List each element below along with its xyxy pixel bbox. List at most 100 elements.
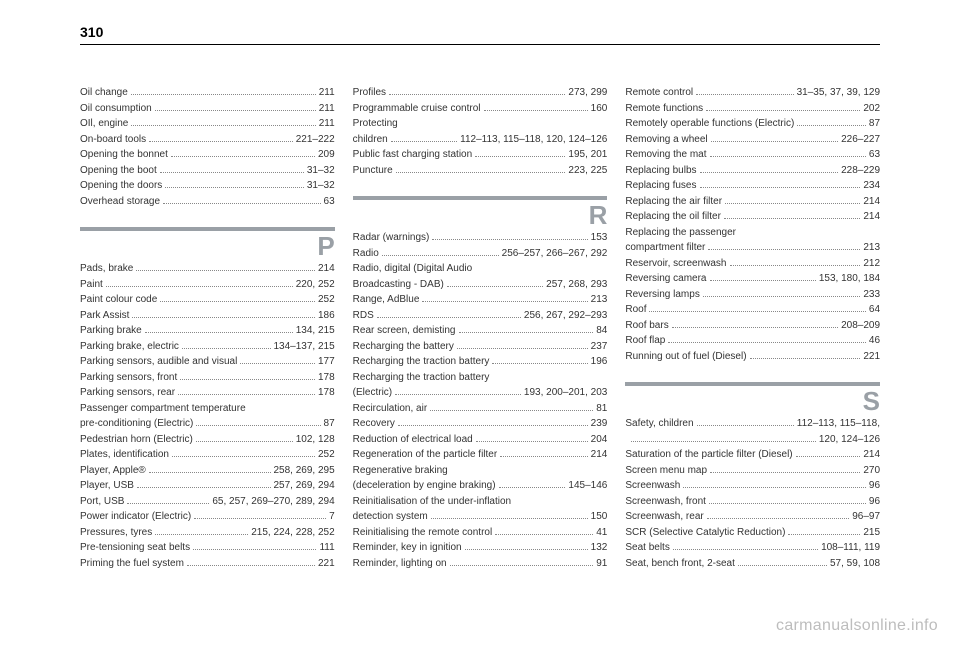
index-entry: Recovery239 [353,416,608,432]
index-entry: Running out of fuel (Diesel)221 [625,349,880,365]
index-entry: Park Assist 186 [80,308,335,324]
index-entry-pages: 81 [596,401,607,417]
index-entry-pages: 196 [591,354,608,370]
index-entry: Rear screen, demisting84 [353,323,608,339]
leader-dots [145,332,293,333]
index-entry: Pressures, tyres215, 224, 228, 252 [80,525,335,541]
index-column: Remote control31–35, 37, 39, 129Remote f… [625,85,880,571]
leader-dots [136,270,315,271]
index-entry-pages: 214 [318,261,335,277]
index-entry: Recharging the traction battery [353,370,608,386]
index-entry: Player, Apple®258, 269, 295 [80,463,335,479]
index-entry-label: Regeneration of the particle filter [353,447,498,463]
index-entry-pages: 193, 200–201, 203 [524,385,607,401]
index-entry-label: Programmable cruise control [353,101,481,117]
index-entry-pages: 84 [596,323,607,339]
leader-dots [196,441,293,442]
leader-dots [194,518,326,519]
index-entry: Passenger compartment temperature [80,401,335,417]
section-letter-glyph: P [317,233,334,259]
index-columns: Oil change211Oil consumption211OIl, engi… [80,85,880,571]
index-entry-pages: 177 [318,354,335,370]
index-entry-pages: 213 [863,240,880,256]
index-entry-pages: 214 [863,209,880,225]
index-entry: compartment filter213 [625,240,880,256]
index-entry-label: (deceleration by engine braking) [353,478,496,494]
index-entry-pages: 153, 180, 184 [819,271,880,287]
index-entry-pages: 204 [591,432,608,448]
index-entry: Roof flap46 [625,333,880,349]
index-entry: Puncture223, 225 [353,163,608,179]
index-entry-pages: 63 [869,147,880,163]
index-entry: Regenerative braking [353,463,608,479]
leader-dots [432,239,587,240]
leader-dots [457,348,588,349]
leader-dots [459,332,594,333]
index-entry-pages: 108–111, 119 [821,540,880,556]
leader-dots [730,265,861,266]
index-entry: Recharging the traction battery 196 [353,354,608,370]
index-entry: Opening the doors31–32 [80,178,335,194]
index-entry-pages: 223, 225 [568,163,607,179]
index-entry-label: children [353,132,388,148]
leader-dots [631,441,816,442]
leader-dots [711,141,838,142]
leader-dots [165,187,304,188]
leader-dots [500,456,587,457]
index-entry: detection system150 [353,509,608,525]
leader-dots [131,125,315,126]
index-entry-pages: 112–113, 115–118, 120, 124–126 [460,132,607,148]
index-entry: Port, USB65, 257, 269–270, 289, 294 [80,494,335,510]
index-entry-label: Removing the mat [625,147,706,163]
index-entry-label: Reinitialisation of the under-inflation [353,494,511,510]
index-entry-label: Port, USB [80,494,124,510]
index-entry-pages: 239 [591,416,608,432]
index-entry-label: Replacing the oil filter [625,209,721,225]
index-entry-pages: 215, 224, 228, 252 [251,525,334,541]
index-entry-label: Regenerative braking [353,463,448,479]
index-entry-label: Reinitialising the remote control [353,525,493,541]
index-entry-pages: 87 [324,416,335,432]
index-entry-pages: 178 [318,385,335,401]
index-entry: Radar (warnings)153 [353,230,608,246]
index-entry: Pre-tensioning seat belts111 [80,540,335,556]
leader-dots [709,503,866,504]
index-entry-pages: 96–97 [852,509,880,525]
index-entry: Pedestrian horn (Electric)102, 128 [80,432,335,448]
index-entry-label: Screenwash [625,478,680,494]
index-entry-label: Opening the bonnet [80,147,168,163]
index-entry-pages: 221–222 [296,132,335,148]
index-entry: Remotely operable functions (Electric)87 [625,116,880,132]
leader-dots [240,363,315,364]
index-entry-pages: 221 [863,349,880,365]
index-entry-label: Opening the boot [80,163,157,179]
index-entry-pages: 211 [319,85,335,101]
index-entry-label: Radio [353,246,379,262]
index-entry: Pads, brake214 [80,261,335,277]
index-entry-label: Recharging the traction battery [353,370,490,386]
index-entry-label: Reminder, lighting on [353,556,447,572]
index-entry-pages: 91 [596,556,607,572]
index-entry-pages: 214 [863,447,880,463]
index-entry-label: Opening the doors [80,178,162,194]
index-entry-label: OIl, engine [80,116,128,132]
index-entry-pages: 186 [318,308,335,324]
index-entry: Profiles273, 299 [353,85,608,101]
index-entry-pages: 215 [863,525,880,541]
leader-dots [377,317,521,318]
leader-dots [703,296,861,297]
index-entry-label: Paint colour code [80,292,157,308]
leader-dots [180,379,315,380]
index-entry-label: Parking brake [80,323,142,339]
index-entry-label: Recharging the traction battery [353,354,490,370]
index-entry-label: Roof bars [625,318,668,334]
index-entry: Replacing the oil filter 214 [625,209,880,225]
index-entry-label: Park Assist [80,308,129,324]
section-letter: S [625,382,880,414]
index-entry-label: Oil change [80,85,128,101]
index-entry-label: Remote functions [625,101,703,117]
index-entry-pages: 226–227 [841,132,880,148]
leader-dots [163,203,320,204]
index-entry-pages: 134, 215 [296,323,335,339]
index-entry-pages: 202 [863,101,880,117]
